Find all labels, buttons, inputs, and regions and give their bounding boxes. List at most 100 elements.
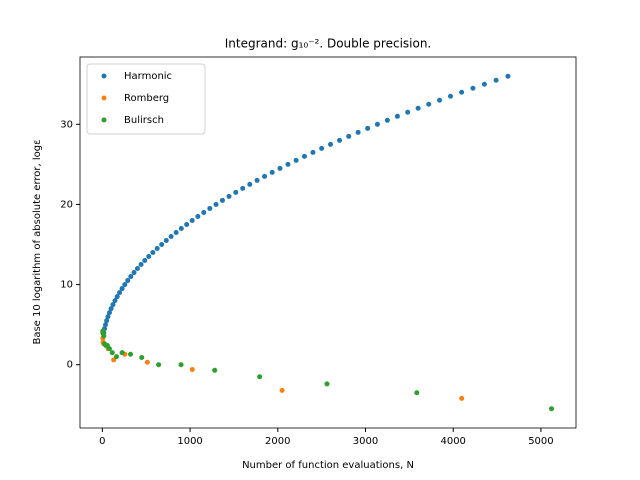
y-tick-label: 20: [60, 199, 73, 210]
data-point: [505, 73, 511, 79]
data-point: [247, 181, 253, 187]
y-axis-label: Base 10 logarithm of absolute error, log…: [32, 139, 43, 344]
x-tick-label: 1000: [177, 436, 202, 447]
data-point: [549, 406, 555, 412]
data-point: [113, 354, 119, 360]
data-point: [219, 197, 225, 203]
legend-label: Romberg: [124, 93, 169, 104]
data-point: [101, 333, 107, 339]
data-point: [293, 157, 299, 163]
data-point: [128, 274, 134, 280]
data-point: [277, 165, 283, 171]
legend-marker: [101, 95, 107, 101]
data-point: [405, 109, 411, 115]
data-point: [310, 149, 316, 155]
legend-label: Bulirsch: [124, 115, 164, 126]
data-point: [117, 290, 123, 296]
data-point: [119, 286, 125, 292]
data-point: [154, 246, 160, 252]
data-point: [337, 137, 343, 143]
data-point: [213, 201, 219, 207]
data-point: [163, 237, 169, 243]
data-point: [146, 254, 152, 260]
data-point: [173, 229, 179, 235]
data-point: [254, 177, 260, 183]
data-point: [240, 185, 246, 191]
plot-frame: [79, 56, 577, 429]
data-point: [144, 359, 150, 365]
data-point: [114, 294, 120, 300]
data-point: [447, 93, 453, 99]
data-point: [139, 354, 145, 360]
data-point: [108, 306, 114, 312]
data-point: [103, 322, 109, 328]
data-point: [415, 105, 421, 111]
x-tick-label: 0: [99, 436, 105, 447]
data-point: [269, 169, 275, 175]
legend-label: Harmonic: [124, 71, 172, 82]
data-point: [201, 209, 207, 215]
y-tick-label: 10: [60, 280, 73, 291]
data-point: [346, 133, 352, 139]
x-tick-label: 4000: [440, 436, 465, 447]
data-point: [156, 362, 162, 368]
data-point: [301, 153, 307, 159]
data-point: [134, 266, 140, 272]
legend-marker: [101, 73, 107, 79]
data-point: [365, 125, 371, 131]
data-point: [106, 310, 112, 316]
x-tick-label: 5000: [528, 436, 553, 447]
data-point: [125, 278, 131, 284]
chart-title: Integrand: g₁₀⁻². Double precision.: [225, 37, 432, 51]
data-point: [459, 89, 465, 95]
data-point: [355, 129, 361, 135]
data-point: [122, 282, 128, 288]
data-point: [257, 374, 263, 380]
x-axis-label: Number of function evaluations, N: [242, 460, 414, 471]
legend-marker: [101, 117, 107, 123]
data-point: [184, 221, 190, 227]
data-point: [481, 81, 487, 87]
legend-box: [86, 63, 206, 135]
data-point: [285, 161, 291, 167]
data-point: [189, 217, 195, 223]
data-point: [112, 298, 118, 304]
data-point: [150, 250, 156, 256]
data-point: [159, 242, 165, 248]
data-point: [384, 117, 390, 123]
data-point: [327, 141, 333, 147]
data-point: [226, 193, 232, 199]
data-point: [138, 262, 144, 268]
data-point: [324, 381, 330, 387]
data-point: [279, 387, 285, 393]
data-point: [262, 173, 268, 179]
data-point: [104, 318, 110, 324]
data-point: [131, 270, 137, 276]
data-point: [459, 395, 465, 401]
data-point: [426, 101, 432, 107]
data-point: [168, 233, 174, 239]
x-tick-label: 2000: [265, 436, 290, 447]
data-point: [109, 350, 115, 356]
data-point: [178, 225, 184, 231]
y-tick-label: 30: [60, 119, 73, 130]
data-point: [128, 351, 134, 357]
data-point: [119, 350, 125, 356]
data-point: [212, 367, 218, 373]
data-point: [470, 85, 476, 91]
data-point: [207, 205, 213, 211]
data-point: [437, 97, 443, 103]
data-point: [493, 77, 499, 83]
x-tick-label: 3000: [353, 436, 378, 447]
data-point: [414, 390, 420, 396]
data-point: [178, 362, 184, 368]
data-point: [105, 314, 111, 320]
data-point: [319, 145, 325, 151]
data-point: [106, 346, 112, 352]
data-point: [394, 113, 400, 119]
data-point: [374, 121, 380, 127]
data-point: [195, 213, 201, 219]
data-point: [110, 302, 116, 308]
data-point: [142, 258, 148, 264]
